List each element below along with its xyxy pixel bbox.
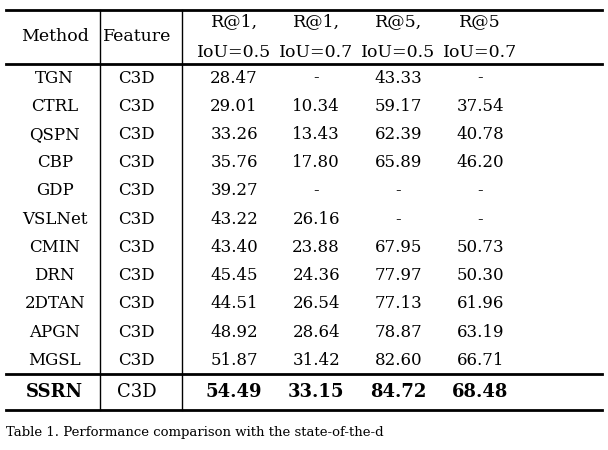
Text: 77.13: 77.13 xyxy=(375,295,422,312)
Text: 23.88: 23.88 xyxy=(292,239,340,256)
Text: Method: Method xyxy=(21,28,89,45)
Text: C3D: C3D xyxy=(119,211,155,228)
Text: 2DTAN: 2DTAN xyxy=(24,295,85,312)
Text: CTRL: CTRL xyxy=(31,98,78,115)
Text: DRN: DRN xyxy=(35,267,75,284)
Text: 44.51: 44.51 xyxy=(210,295,258,312)
Text: 26.16: 26.16 xyxy=(292,211,340,228)
Text: C3D: C3D xyxy=(119,154,155,171)
Text: C3D: C3D xyxy=(119,182,155,199)
Text: 33.26: 33.26 xyxy=(210,126,258,143)
Text: 78.87: 78.87 xyxy=(375,324,422,341)
Text: 33.15: 33.15 xyxy=(288,383,344,401)
Text: 26.54: 26.54 xyxy=(292,295,340,312)
Text: 43.40: 43.40 xyxy=(210,239,258,256)
Text: R@1,: R@1, xyxy=(210,13,258,30)
Text: MGSL: MGSL xyxy=(29,352,81,369)
Text: QSPN: QSPN xyxy=(29,126,80,143)
Text: -: - xyxy=(395,182,401,199)
Text: 59.17: 59.17 xyxy=(375,98,422,115)
Text: -: - xyxy=(313,182,319,199)
Text: -: - xyxy=(477,211,483,228)
Text: 82.60: 82.60 xyxy=(375,352,422,369)
Text: 54.49: 54.49 xyxy=(206,383,262,401)
Text: 43.22: 43.22 xyxy=(210,211,258,228)
Text: 63.19: 63.19 xyxy=(457,324,504,341)
Text: -: - xyxy=(477,69,483,86)
Text: 84.72: 84.72 xyxy=(370,383,426,401)
Text: C3D: C3D xyxy=(119,352,155,369)
Text: 66.71: 66.71 xyxy=(457,352,504,369)
Text: R@5,: R@5, xyxy=(375,13,422,30)
Text: 50.30: 50.30 xyxy=(457,267,504,284)
Text: 28.64: 28.64 xyxy=(292,324,340,341)
Text: C3D: C3D xyxy=(119,98,155,115)
Text: 35.76: 35.76 xyxy=(210,154,258,171)
Text: C3D: C3D xyxy=(119,239,155,256)
Text: IoU=0.7: IoU=0.7 xyxy=(443,44,517,61)
Text: 48.92: 48.92 xyxy=(210,324,258,341)
Text: 43.33: 43.33 xyxy=(375,69,422,86)
Text: 65.89: 65.89 xyxy=(375,154,422,171)
Text: 13.43: 13.43 xyxy=(292,126,340,143)
Text: SSRN: SSRN xyxy=(26,383,83,401)
Text: R@1,: R@1, xyxy=(292,13,340,30)
Text: 67.95: 67.95 xyxy=(375,239,422,256)
Text: 17.80: 17.80 xyxy=(292,154,340,171)
Text: C3D: C3D xyxy=(119,69,155,86)
Text: 39.27: 39.27 xyxy=(210,182,258,199)
Text: Table 1. Performance comparison with the state-of-the-d: Table 1. Performance comparison with the… xyxy=(6,427,384,439)
Text: C3D: C3D xyxy=(119,267,155,284)
Text: 61.96: 61.96 xyxy=(457,295,504,312)
Text: C3D: C3D xyxy=(117,383,157,401)
Text: IoU=0.5: IoU=0.5 xyxy=(361,44,435,61)
Text: 50.73: 50.73 xyxy=(457,239,504,256)
Text: TGN: TGN xyxy=(35,69,74,86)
Text: 24.36: 24.36 xyxy=(292,267,340,284)
Text: R@5: R@5 xyxy=(460,13,501,30)
Text: 45.45: 45.45 xyxy=(210,267,258,284)
Text: 51.87: 51.87 xyxy=(210,352,258,369)
Text: 62.39: 62.39 xyxy=(375,126,422,143)
Text: 40.78: 40.78 xyxy=(457,126,504,143)
Text: CBP: CBP xyxy=(36,154,73,171)
Text: 68.48: 68.48 xyxy=(452,383,508,401)
Text: 31.42: 31.42 xyxy=(292,352,340,369)
Text: 37.54: 37.54 xyxy=(457,98,504,115)
Text: 46.20: 46.20 xyxy=(457,154,504,171)
Text: APGN: APGN xyxy=(29,324,80,341)
Text: CMIN: CMIN xyxy=(29,239,80,256)
Text: C3D: C3D xyxy=(119,295,155,312)
Text: IoU=0.5: IoU=0.5 xyxy=(197,44,271,61)
Text: GDP: GDP xyxy=(36,182,74,199)
Text: Feature: Feature xyxy=(103,28,171,45)
Text: -: - xyxy=(395,211,401,228)
Text: 10.34: 10.34 xyxy=(292,98,340,115)
Text: IoU=0.7: IoU=0.7 xyxy=(279,44,353,61)
Text: -: - xyxy=(477,182,483,199)
Text: 29.01: 29.01 xyxy=(210,98,258,115)
Text: C3D: C3D xyxy=(119,324,155,341)
Text: VSLNet: VSLNet xyxy=(22,211,88,228)
Text: 28.47: 28.47 xyxy=(210,69,258,86)
Text: -: - xyxy=(313,69,319,86)
Text: 77.97: 77.97 xyxy=(375,267,422,284)
Text: C3D: C3D xyxy=(119,126,155,143)
